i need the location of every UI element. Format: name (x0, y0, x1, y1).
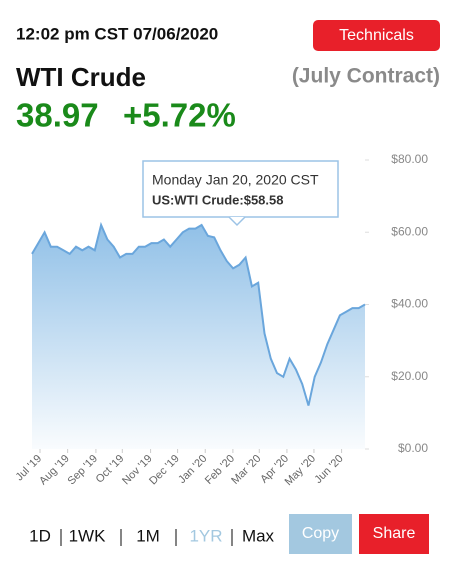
price: 38.97 (16, 97, 99, 134)
instrument-title: WTI Crude (16, 62, 146, 92)
share-button[interactable] (359, 514, 429, 554)
range-button[interactable]: Max (242, 526, 275, 545)
y-tick-label: $20.00 (391, 369, 428, 383)
x-tick-label: Jun '20 (312, 453, 345, 486)
x-tick-label: Sep '19 (65, 453, 100, 488)
change: +5.72% (123, 97, 236, 134)
share-label[interactable]: Share (373, 525, 416, 542)
copy-button[interactable] (289, 514, 352, 554)
y-tick-label: $80.00 (391, 152, 428, 166)
range-button[interactable]: 1D (29, 526, 51, 545)
tooltip-pointer (228, 216, 246, 227)
x-tick-label: Mar '20 (229, 453, 263, 487)
controls: 1D 1WK 1M 1YR Max Copy Share (29, 514, 429, 554)
y-tick-label: $60.00 (391, 224, 428, 238)
x-tick-label: Aug '19 (37, 453, 72, 488)
area-line (31, 221, 366, 406)
contract: (July Contract) (292, 65, 440, 88)
x-tick-label: Dec '19 (147, 453, 182, 488)
y-tick-label: $0.00 (398, 441, 428, 455)
tooltip-date: Monday Jan 20, 2020 CST (152, 172, 319, 188)
technicals-button[interactable] (313, 20, 440, 51)
tooltip-value: US:WTI Crude:$58.58 (152, 192, 283, 207)
y-tick-label: $40.00 (391, 297, 428, 311)
technicals-label[interactable]: Technicals (339, 27, 414, 44)
range-button[interactable]: 1WK (69, 526, 107, 545)
tooltip-box (142, 160, 339, 218)
copy-label[interactable]: Copy (302, 525, 339, 542)
range-button[interactable]: 1YR (189, 526, 222, 545)
timestamp: 12:02 pm CST 07/06/2020 (16, 24, 218, 43)
range-button[interactable]: 1M (136, 526, 160, 545)
area-fill (32, 225, 365, 449)
